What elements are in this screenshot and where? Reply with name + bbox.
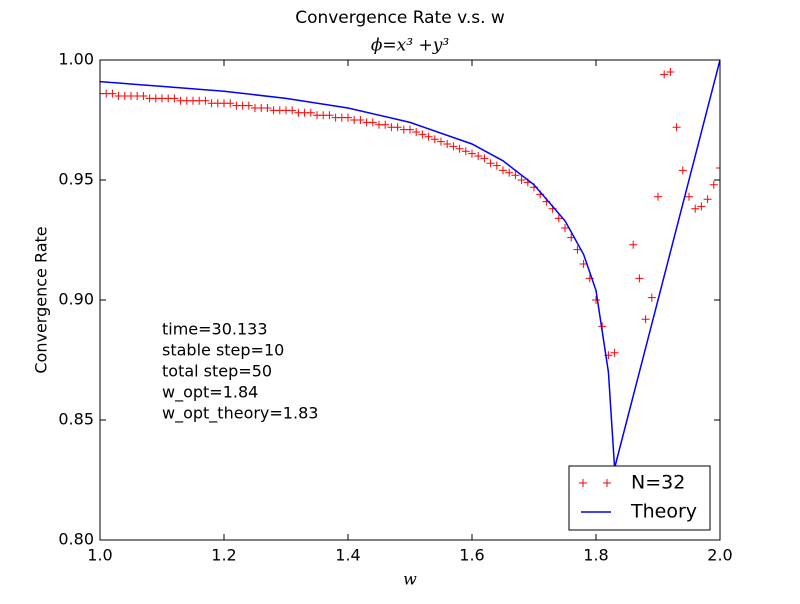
- marker: [641, 315, 650, 324]
- y-tick-label: 0.90: [58, 290, 94, 309]
- legend-label: N=32: [631, 472, 685, 494]
- marker: [443, 140, 452, 148]
- marker: [610, 348, 619, 357]
- marker: [461, 147, 470, 156]
- marker: [170, 94, 179, 103]
- marker: [418, 130, 427, 139]
- legend-marker: [603, 479, 611, 487]
- marker: [654, 192, 662, 201]
- marker: [573, 245, 582, 254]
- marker: [406, 125, 414, 134]
- y-tick-label: 0.85: [58, 410, 94, 429]
- marker: [709, 180, 718, 189]
- marker: [480, 154, 489, 163]
- marker: [263, 104, 272, 112]
- x-tick-label: 1.6: [459, 546, 484, 565]
- marker: [511, 171, 520, 180]
- annotation: w_opt_theory=1.83: [162, 404, 318, 424]
- marker: [660, 70, 669, 79]
- annotation: time=30.133: [162, 320, 268, 339]
- marker: [344, 113, 352, 122]
- annotation: stable step=10: [162, 341, 284, 360]
- series-group: [100, 60, 720, 469]
- marker: [368, 118, 377, 127]
- y-tick-label: 0.95: [58, 170, 94, 189]
- marker: [393, 123, 402, 132]
- legend-marker: [579, 479, 587, 487]
- marker: [703, 195, 712, 204]
- marker: [424, 132, 433, 141]
- axes-frame: [99, 59, 721, 541]
- marker: [381, 120, 390, 129]
- marker: [474, 152, 483, 160]
- marker: [356, 116, 365, 124]
- x-tick-label: 1.0: [87, 546, 112, 565]
- marker: [201, 96, 210, 105]
- marker: [244, 101, 253, 110]
- marker: [139, 92, 148, 100]
- legend-label: Theory: [630, 501, 697, 523]
- marker: [685, 192, 693, 201]
- marker: [554, 214, 563, 223]
- marker: [455, 144, 464, 153]
- marker: [226, 99, 235, 108]
- marker: [629, 240, 638, 249]
- marker: [666, 68, 675, 76]
- x-tick-label: 2.0: [707, 546, 732, 565]
- x-axis-label: w: [403, 570, 417, 589]
- marker: [678, 166, 687, 175]
- marker: [697, 202, 706, 211]
- marker: [505, 168, 514, 177]
- y-axis-label: Convergence Rate: [32, 226, 51, 373]
- annotation: w_opt=1.84: [162, 383, 258, 403]
- marker: [691, 204, 700, 213]
- y-tick-label: 0.80: [58, 530, 94, 549]
- x-tick-label: 1.2: [211, 546, 236, 565]
- marker: [108, 89, 117, 98]
- marker: [306, 108, 315, 117]
- x-tick-label: 1.8: [583, 546, 608, 565]
- marker: [437, 137, 445, 146]
- marker: [499, 166, 507, 175]
- marker: [492, 161, 501, 170]
- marker: [412, 128, 421, 136]
- marker: [430, 135, 439, 144]
- marker: [672, 123, 681, 132]
- legend-box: [568, 465, 711, 531]
- marker: [325, 111, 334, 120]
- chart-subtitle: ϕ=x³ +y³: [371, 36, 449, 56]
- marker: [716, 164, 720, 172]
- x-tick-label: 1.4: [335, 546, 360, 565]
- y-tick-label: 1.00: [58, 50, 94, 69]
- marker: [486, 159, 495, 168]
- annotation: total step=50: [162, 362, 272, 381]
- marker: [635, 274, 644, 283]
- marker: [449, 142, 458, 151]
- marker: [592, 296, 600, 304]
- marker: [288, 106, 297, 115]
- line: [100, 60, 720, 469]
- marker: [517, 176, 526, 184]
- marker: [647, 293, 656, 302]
- chart-title: Convergence Rate v.s. w: [295, 8, 505, 28]
- marker: [468, 149, 476, 158]
- marker: [561, 224, 569, 232]
